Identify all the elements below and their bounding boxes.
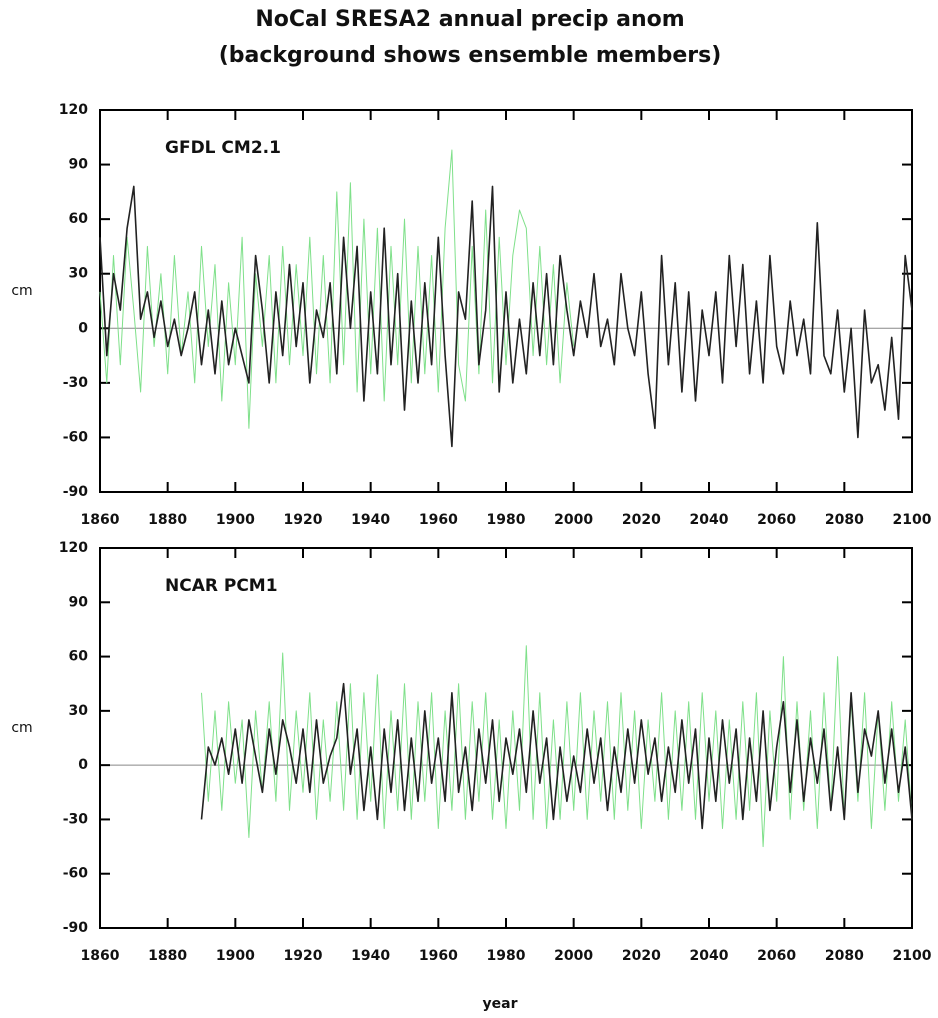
y-tick-label: 30	[69, 703, 89, 719]
x-tick-label: 1920	[284, 948, 323, 964]
x-tick-label: 2000	[554, 512, 593, 528]
y-tick-label: -30	[63, 811, 89, 827]
y-tick-label: 90	[69, 594, 89, 610]
y-tick-label: -30	[63, 375, 89, 391]
x-tick-label: 1980	[487, 512, 526, 528]
y-tick-label: 30	[69, 266, 89, 282]
x-tick-label: 2060	[757, 512, 796, 528]
y-tick-label: 0	[78, 320, 88, 336]
y-axis-label: cm	[11, 283, 32, 299]
y-tick-label: 60	[69, 211, 89, 227]
chart-subtitle: (background shows ensemble members)	[219, 43, 722, 68]
x-tick-label: 2000	[554, 948, 593, 964]
x-tick-label: 1860	[81, 512, 120, 528]
x-tick-label: 1940	[351, 948, 390, 964]
y-tick-label: -90	[63, 484, 89, 500]
y-tick-label: 120	[59, 102, 88, 118]
y-tick-label: 120	[59, 540, 88, 556]
x-tick-label: 2040	[690, 512, 729, 528]
series-line	[99, 149, 575, 429]
y-tick-label: -90	[63, 920, 89, 936]
x-tick-label: 1980	[487, 948, 526, 964]
y-tick-label: -60	[63, 429, 89, 445]
x-tick-label: 2020	[622, 948, 661, 964]
x-tick-label: 2020	[622, 512, 661, 528]
x-tick-label: 2080	[825, 512, 864, 528]
series-line	[200, 682, 913, 830]
x-tick-label: 1880	[148, 948, 187, 964]
x-tick-label: 1960	[419, 512, 458, 528]
y-tick-label: -60	[63, 866, 89, 882]
x-tick-label: 1880	[148, 512, 187, 528]
x-tick-label: 1920	[284, 512, 323, 528]
x-tick-label: 2100	[893, 948, 932, 964]
x-tick-label: 2060	[757, 948, 796, 964]
x-axis-label: year	[483, 996, 518, 1012]
x-tick-label: 2080	[825, 948, 864, 964]
x-tick-label: 1900	[216, 948, 255, 964]
x-tick-label: 1900	[216, 512, 255, 528]
x-tick-label: 1940	[351, 512, 390, 528]
x-tick-label: 2100	[893, 512, 932, 528]
panel-label: NCAR PCM1	[165, 576, 278, 596]
y-tick-label: 60	[69, 649, 89, 665]
panel-label: GFDL CM2.1	[165, 138, 281, 158]
x-tick-label: 1960	[419, 948, 458, 964]
chart-title: NoCal SRESA2 annual precip anom	[255, 7, 684, 32]
y-tick-label: 0	[78, 757, 88, 773]
y-tick-label: 90	[69, 157, 89, 173]
x-tick-label: 1860	[81, 948, 120, 964]
x-tick-label: 2040	[690, 948, 729, 964]
y-axis-label: cm	[11, 720, 32, 736]
series-line	[99, 185, 913, 448]
